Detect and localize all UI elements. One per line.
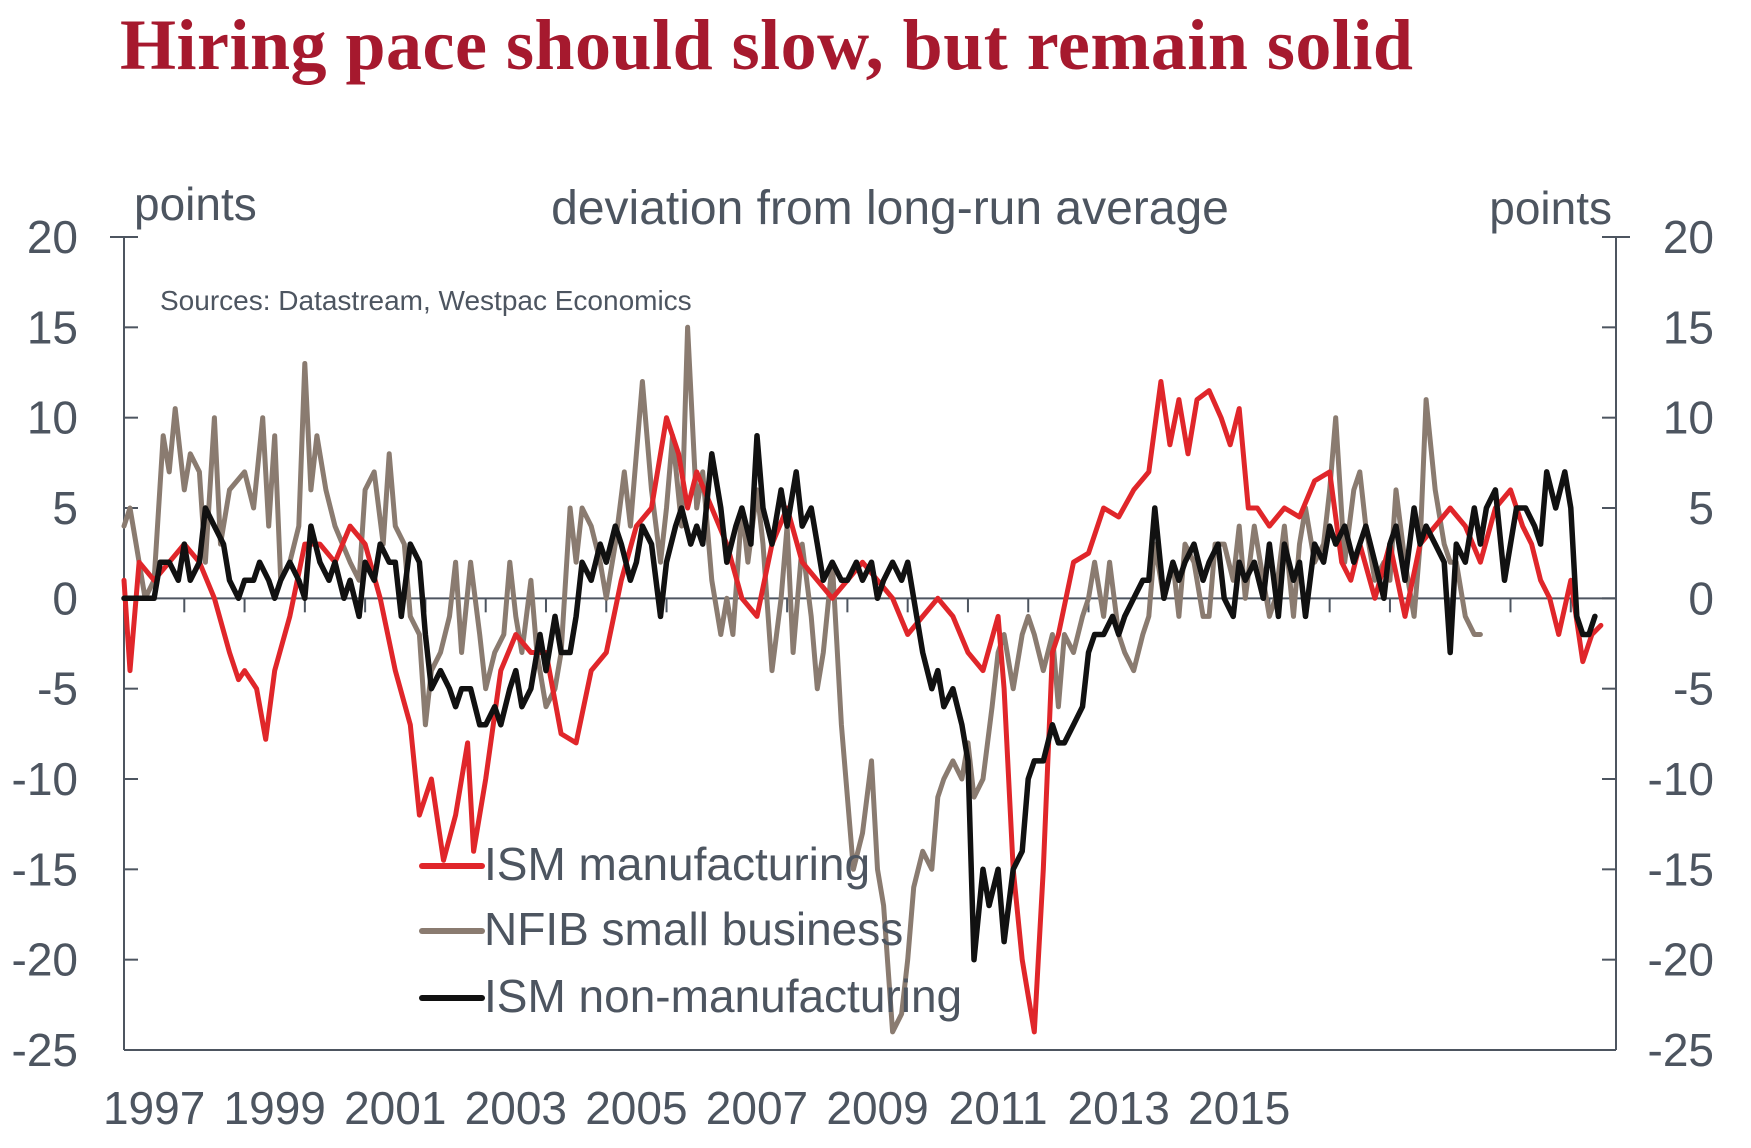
y-tick-label-right: 0 <box>1688 572 1714 624</box>
series-line-nfib <box>121 324 1483 1035</box>
x-tick-label: 2009 <box>826 1082 928 1134</box>
chart-title: Hiring pace should slow, but remain soli… <box>120 5 1414 85</box>
y-tick-label-right: -20 <box>1648 934 1714 986</box>
legend: ISM manufacturing NFIB small business ISM … <box>419 838 962 1022</box>
x-tick-label: 1999 <box>224 1082 326 1134</box>
y-axis-left-label: points <box>134 178 257 230</box>
y-axis-right-label: points <box>1489 182 1612 234</box>
x-tick-label: 2011 <box>949 1082 1048 1134</box>
x-tick-label: 2015 <box>1188 1082 1290 1134</box>
y-tick-label-right: -5 <box>1673 663 1714 715</box>
y-tick-label-right: -25 <box>1648 1024 1714 1076</box>
x-tick-label: 2005 <box>585 1082 687 1134</box>
y-tick-label-right: -15 <box>1648 843 1714 895</box>
y-tick-label-right: 5 <box>1688 482 1714 534</box>
chart-subtitle: deviation from long-run average <box>551 182 1229 235</box>
x-tick-label: 2007 <box>706 1082 808 1134</box>
legend-label-nfib: NFIB small business <box>484 903 903 955</box>
x-tick-label: 2013 <box>1067 1082 1169 1134</box>
y-tick-label-left: 10 <box>27 392 78 444</box>
source-note: Sources: Datastream, Westpac Economics <box>160 285 692 316</box>
y-tick-label-right: -10 <box>1648 753 1714 805</box>
y-tick-label-left: 20 <box>27 211 78 263</box>
y-tick-label-right: 10 <box>1663 392 1714 444</box>
y-tick-label-left: -5 <box>37 663 78 715</box>
y-tick-label-left: -25 <box>12 1024 78 1076</box>
y-tick-label-left: -20 <box>12 934 78 986</box>
y-tick-label-left: 15 <box>27 301 78 353</box>
y-tick-label-right: 20 <box>1663 211 1714 263</box>
y-tick-label-left: -15 <box>12 843 78 895</box>
y-tick-label-left: -10 <box>12 753 78 805</box>
legend-label-ism-manufacturing: ISM manufacturing <box>484 838 870 890</box>
legend-label-ism-non-manufacturing: ISM non-manufacturing <box>484 970 962 1022</box>
x-tick-label: 2001 <box>344 1082 446 1134</box>
y-tick-label-left: 5 <box>52 482 78 534</box>
x-tick-label: 2003 <box>465 1082 567 1134</box>
series-line-ism-non-manufacturing <box>121 432 1598 963</box>
x-tick-label: 1997 <box>103 1082 205 1134</box>
y-tick-label-left: 0 <box>52 572 78 624</box>
y-tick-label-right: 15 <box>1663 301 1714 353</box>
